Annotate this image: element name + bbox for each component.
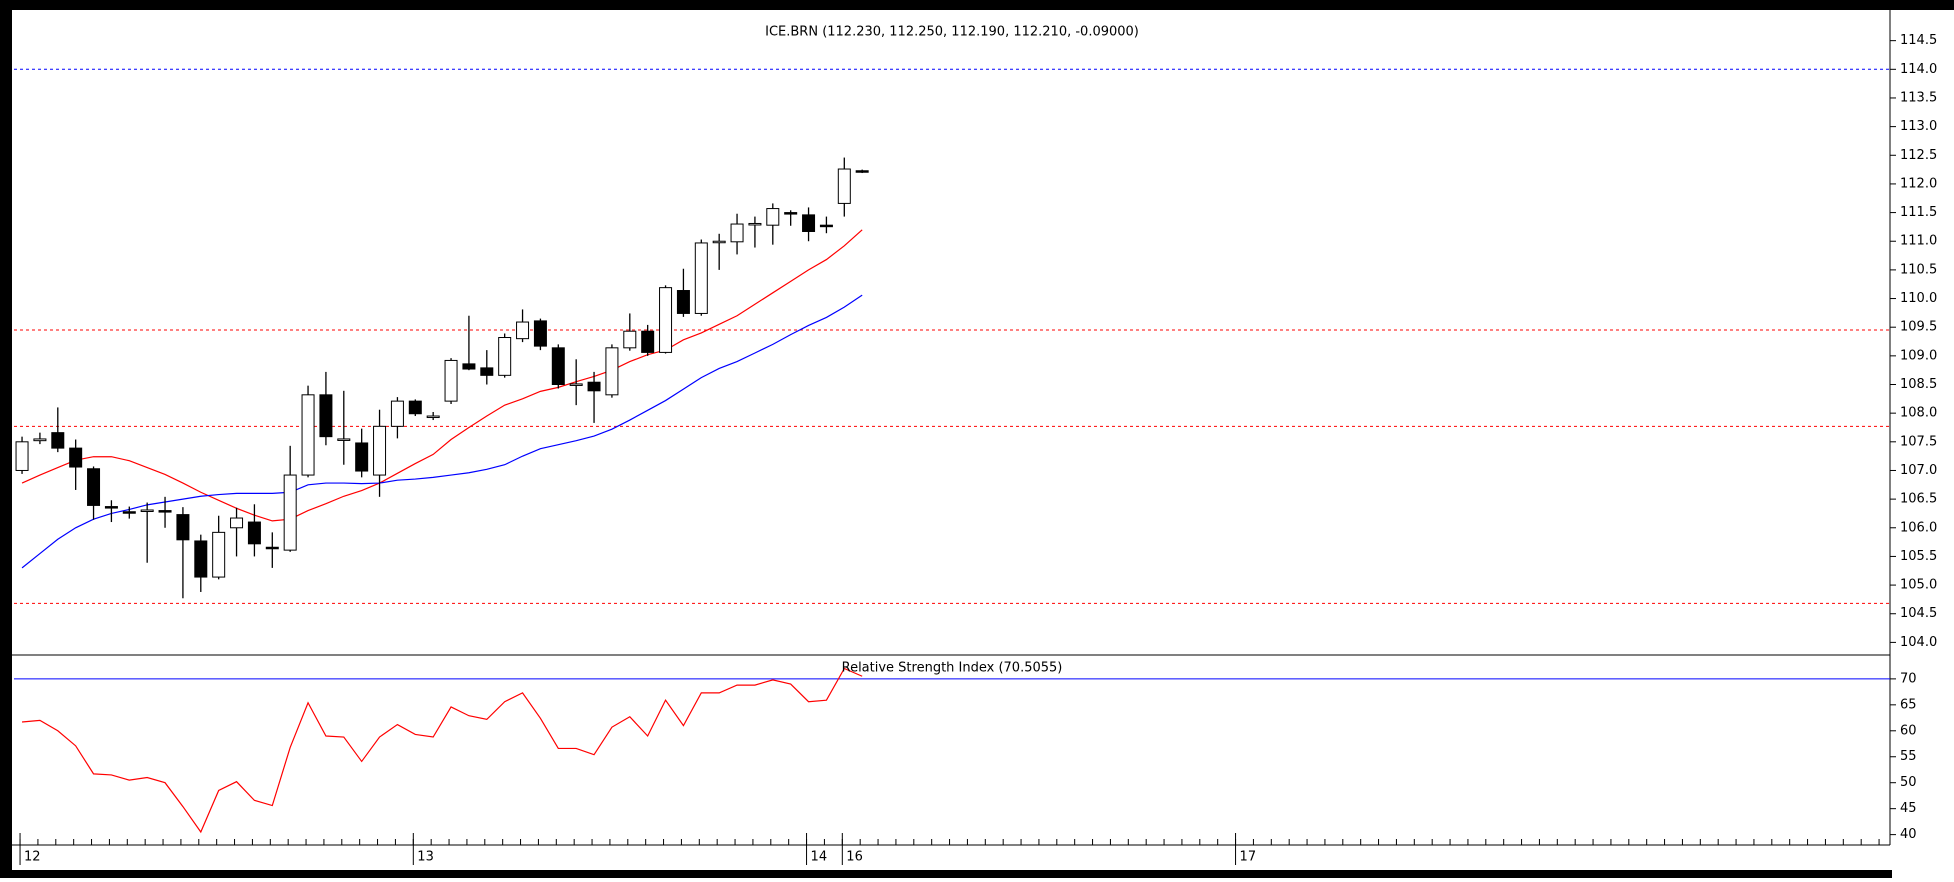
candle-body bbox=[426, 415, 440, 419]
candle-body bbox=[676, 290, 690, 314]
candle-body bbox=[33, 438, 47, 442]
candle-body bbox=[283, 474, 297, 551]
moving-average bbox=[21, 294, 863, 569]
y-tick-label: 50 bbox=[1900, 775, 1917, 790]
candle-body bbox=[104, 506, 118, 509]
candle-body bbox=[194, 540, 208, 578]
candle-body bbox=[122, 511, 136, 514]
candle-body bbox=[784, 212, 798, 215]
candle-body bbox=[51, 432, 65, 449]
candle-body bbox=[15, 441, 29, 471]
y-tick-label: 108.5 bbox=[1900, 377, 1937, 392]
y-tick-label: 113.0 bbox=[1900, 119, 1937, 134]
y-tick-label: 70 bbox=[1900, 671, 1917, 686]
y-tick-label: 107.5 bbox=[1900, 434, 1937, 449]
y-tick-label: 40 bbox=[1900, 827, 1917, 842]
y-tick-label: 110.5 bbox=[1900, 262, 1937, 277]
candle-body bbox=[462, 363, 476, 370]
candle-body bbox=[623, 330, 637, 349]
candle-body bbox=[659, 287, 673, 353]
candle-body bbox=[480, 367, 494, 376]
candle-body bbox=[516, 321, 530, 340]
y-tick-label: 109.0 bbox=[1900, 348, 1937, 363]
y-tick-label: 109.5 bbox=[1900, 320, 1937, 335]
candle-body bbox=[69, 447, 83, 468]
y-tick-label: 110.0 bbox=[1900, 291, 1937, 306]
candle-body bbox=[605, 347, 619, 396]
frame-bottom bbox=[0, 870, 1892, 878]
candle-body bbox=[837, 168, 851, 204]
candle-body bbox=[355, 442, 369, 472]
moving-average bbox=[21, 229, 863, 522]
y-tick-label: 111.5 bbox=[1900, 205, 1937, 220]
y-tick-label: 65 bbox=[1900, 697, 1917, 712]
y-tick-label: 106.0 bbox=[1900, 520, 1937, 535]
y-tick-label: 107.0 bbox=[1900, 463, 1937, 478]
candle-body bbox=[766, 208, 780, 226]
y-tick-label: 55 bbox=[1900, 749, 1917, 764]
candle-body bbox=[158, 510, 172, 513]
x-tick-label: 12 bbox=[24, 850, 41, 865]
x-tick-label: 17 bbox=[1240, 850, 1257, 865]
candle-body bbox=[444, 359, 458, 402]
candle-body bbox=[641, 330, 655, 353]
frame-top bbox=[0, 0, 1954, 10]
candle-body bbox=[587, 381, 601, 392]
candle-body bbox=[87, 468, 101, 506]
candle-body bbox=[730, 223, 744, 243]
y-tick-label: 108.0 bbox=[1900, 406, 1937, 421]
candle-body bbox=[802, 214, 816, 232]
y-tick-label: 104.5 bbox=[1900, 606, 1937, 621]
candle-body bbox=[230, 517, 244, 529]
candle-body bbox=[265, 546, 279, 550]
candle-body bbox=[247, 521, 261, 545]
candle-body bbox=[176, 514, 190, 541]
y-tick-label: 60 bbox=[1900, 723, 1917, 738]
candle-body bbox=[319, 394, 333, 438]
y-tick-label: 45 bbox=[1900, 801, 1917, 816]
y-tick-label: 114.0 bbox=[1900, 62, 1937, 77]
y-tick-label: 111.0 bbox=[1900, 234, 1937, 249]
candle-body bbox=[498, 337, 512, 376]
y-tick-label: 104.0 bbox=[1900, 635, 1937, 650]
candle-body bbox=[551, 347, 565, 386]
candle-body bbox=[569, 383, 583, 386]
y-tick-label: 105.0 bbox=[1900, 578, 1937, 593]
rsi-line bbox=[21, 667, 863, 834]
candle-body bbox=[748, 222, 762, 226]
candle-body bbox=[694, 242, 708, 314]
y-tick-label: 114.5 bbox=[1900, 33, 1937, 48]
rsi-title: Relative Strength Index (70.5055) bbox=[842, 661, 1063, 676]
y-tick-label: 112.5 bbox=[1900, 148, 1937, 163]
candle-body bbox=[712, 240, 726, 244]
y-tick-label: 112.0 bbox=[1900, 176, 1937, 191]
candle-body bbox=[140, 509, 154, 513]
y-tick-label: 113.5 bbox=[1900, 90, 1937, 105]
candle-body bbox=[337, 438, 351, 441]
x-tick-label: 13 bbox=[417, 850, 434, 865]
candle-body bbox=[373, 425, 387, 476]
candle-body bbox=[855, 170, 869, 173]
candle-body bbox=[390, 400, 404, 427]
candle-body bbox=[533, 320, 547, 347]
candle-body bbox=[301, 394, 315, 476]
x-tick-label: 14 bbox=[811, 850, 828, 865]
chart-title: ICE.BRN (112.230, 112.250, 112.190, 112.… bbox=[765, 25, 1139, 40]
x-tick-label: 16 bbox=[846, 850, 863, 865]
y-tick-label: 106.5 bbox=[1900, 492, 1937, 507]
candle-body bbox=[212, 531, 226, 578]
candle-body bbox=[408, 400, 422, 415]
candle-body bbox=[819, 224, 833, 228]
frame-left bbox=[0, 0, 12, 878]
y-tick-label: 105.5 bbox=[1900, 549, 1937, 564]
